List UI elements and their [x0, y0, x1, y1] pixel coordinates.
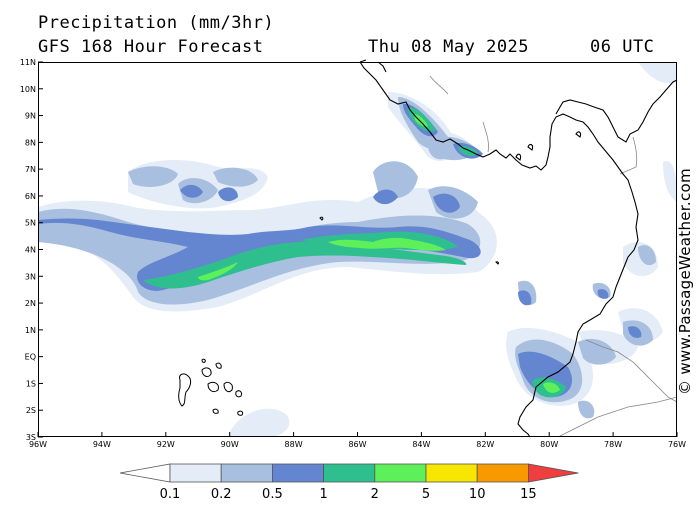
lat-label: 9N	[25, 112, 36, 121]
lat-label: 1N	[25, 326, 36, 335]
precip-green-layer	[198, 114, 560, 393]
legend-label: 0.1	[160, 487, 181, 502]
website-credit: © www.PassageWeather.com	[676, 168, 694, 395]
legend-label: 1	[319, 487, 327, 502]
lon-label: 92W	[157, 440, 175, 449]
legend-label: 0.2	[211, 487, 232, 502]
lon-label: 84W	[412, 440, 430, 449]
map-subtitle: GFS 168 Hour Forecast	[38, 37, 264, 57]
legend-label: 5	[422, 487, 430, 502]
coastlines	[359, 59, 678, 438]
lat-label: 11N	[20, 58, 36, 67]
lat-label: 7N	[25, 165, 36, 174]
legend-label: 2	[371, 487, 379, 502]
legend-cell	[374, 463, 427, 483]
legend-cell	[169, 463, 222, 483]
legend-label: 15	[520, 487, 537, 502]
lat-label: 8N	[25, 138, 36, 147]
lat-label: 1S	[26, 379, 36, 388]
legend-arrow-low	[119, 463, 171, 483]
legend-cell	[271, 463, 324, 483]
lon-label: 82W	[476, 440, 494, 449]
country-borders	[429, 75, 678, 438]
legend-cell	[425, 463, 478, 483]
longitude-ticks: 96W 94W 92W 90W 88W 86W 84W 82W 80W 78W 76W	[29, 432, 686, 449]
forecast-time: 06 UTC	[590, 37, 655, 57]
lat-label: 10N	[20, 85, 36, 94]
legend-arrow-high	[527, 463, 579, 483]
lon-label: 86W	[348, 440, 366, 449]
galapagos-islands	[178, 216, 499, 416]
legend-cell	[476, 463, 529, 483]
legend-cell	[323, 463, 376, 483]
lon-label: 78W	[604, 440, 622, 449]
lon-label: 88W	[285, 440, 303, 449]
lon-label: 80W	[540, 440, 558, 449]
precip-color-legend: 0.1 0.2 0.5 1 2 5 10 15	[119, 463, 579, 502]
lon-label: 90W	[221, 440, 239, 449]
lat-label: 2N	[25, 299, 36, 308]
legend-cell	[220, 463, 273, 483]
lat-label: 6N	[25, 192, 36, 201]
lat-label: 4N	[25, 246, 36, 255]
latitude-ticks: 11N 10N 9N 8N 7N 6N 5N 4N 3N 2N 1N EQ 1S 2S 3S	[20, 58, 43, 442]
lon-label: 76W	[668, 440, 686, 449]
lon-label: 96W	[29, 440, 47, 449]
map-title: Precipitation (mm/3hr)	[38, 13, 275, 33]
lat-label: 2S	[26, 406, 36, 415]
lat-label: 3N	[25, 272, 36, 281]
lat-label: EQ	[25, 353, 36, 362]
lat-label: 3S	[26, 433, 36, 442]
legend-label: 0.5	[262, 487, 283, 502]
legend-label: 10	[469, 487, 486, 502]
lat-label: 5N	[25, 219, 36, 228]
lon-label: 94W	[93, 440, 111, 449]
forecast-date: Thu 08 May 2025	[368, 37, 530, 57]
